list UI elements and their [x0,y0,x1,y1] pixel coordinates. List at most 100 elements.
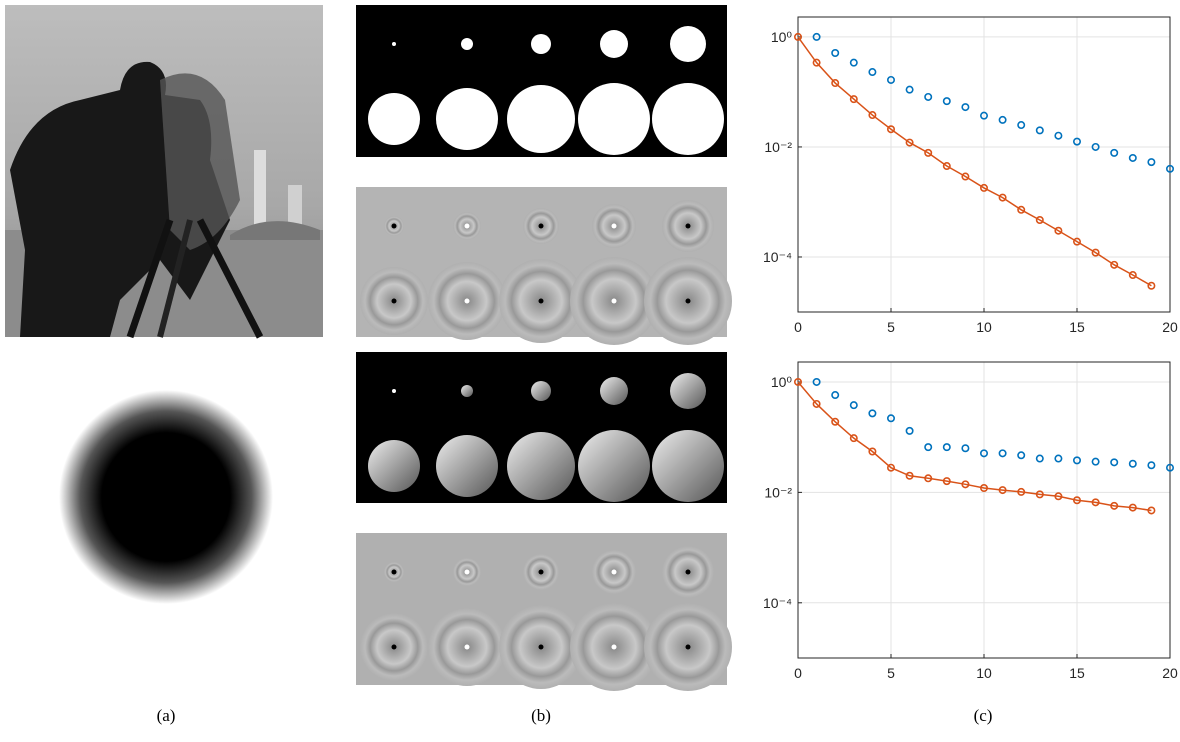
dot [538,298,544,304]
x-tick-label: 0 [794,665,802,681]
marker [1035,126,1044,135]
disk [652,430,724,502]
marker [849,95,858,104]
dot [538,223,544,229]
marker [1054,454,1063,463]
marker [905,138,914,147]
x-tick-label: 10 [976,665,992,681]
dot [391,223,397,229]
y-tick-label: 10⁻² [764,484,792,500]
x-tick-label: 20 [1162,665,1178,681]
marker [849,401,858,410]
disk [436,88,498,150]
marker [1110,458,1119,467]
dot [538,569,544,575]
x-tick-label: 20 [1162,319,1178,335]
marker [979,111,988,120]
disk [652,83,724,155]
marker [812,377,821,386]
marker [886,414,895,423]
x-tick-label: 15 [1069,319,1085,335]
dot [391,298,397,304]
marker [812,32,821,41]
disk [368,93,420,145]
marker [1166,164,1175,173]
marker [961,444,970,453]
disk [507,85,575,153]
disk [507,432,575,500]
marker [1166,463,1175,472]
marker [1128,503,1137,512]
disk [578,83,650,155]
dot [685,644,691,650]
marker [961,103,970,112]
marker [1128,271,1137,280]
marker [1054,492,1063,501]
marker [1054,226,1063,235]
y-tick-label: 10⁻⁴ [763,595,792,611]
marker [793,32,802,41]
caption: (c) [974,706,993,725]
dot [611,298,617,304]
dot [391,644,397,650]
marker [924,443,933,452]
caption: (b) [531,706,551,725]
marker [961,172,970,181]
marker [1110,148,1119,157]
marker [812,399,821,408]
marker [1073,456,1082,465]
marker [979,449,988,458]
marker [1091,248,1100,257]
marker [849,434,858,443]
marker [812,58,821,67]
disk [578,430,650,502]
marker [1110,501,1119,510]
marker [1073,496,1082,505]
marker [1017,121,1026,130]
disk [531,381,551,401]
marker [979,183,988,192]
marker [831,391,840,400]
marker [1035,490,1044,499]
disk [461,38,473,50]
marker [1128,459,1137,468]
marker [1035,216,1044,225]
marker [924,148,933,157]
x-tick-label: 10 [976,319,992,335]
marker [942,443,951,452]
series-line [797,36,1152,287]
marker [868,409,877,418]
disk [600,377,628,405]
disk [531,34,551,54]
dot [538,644,544,650]
marker [1110,260,1119,269]
image-panels [356,5,732,691]
marker [1091,142,1100,151]
axes-box [797,361,1171,659]
marker [1017,487,1026,496]
marker [1091,457,1100,466]
marker [961,480,970,489]
marker [942,97,951,106]
marker [998,449,1007,458]
marker [1147,461,1156,470]
dot [464,644,470,650]
x-tick-label: 5 [887,319,895,335]
y-tick-label: 10⁻⁴ [763,249,792,265]
y-tick-label: 10⁰ [771,29,793,45]
disk [392,42,396,46]
marker [886,125,895,134]
disk [600,30,628,58]
x-tick-label: 5 [887,665,895,681]
marker [905,471,914,480]
dot [464,298,470,304]
disk [461,385,473,397]
disk [436,435,498,497]
series-line [797,381,1152,512]
marker [1147,158,1156,167]
marker [905,85,914,94]
dot [685,298,691,304]
marker [831,417,840,426]
marker [886,75,895,84]
marker [886,463,895,472]
